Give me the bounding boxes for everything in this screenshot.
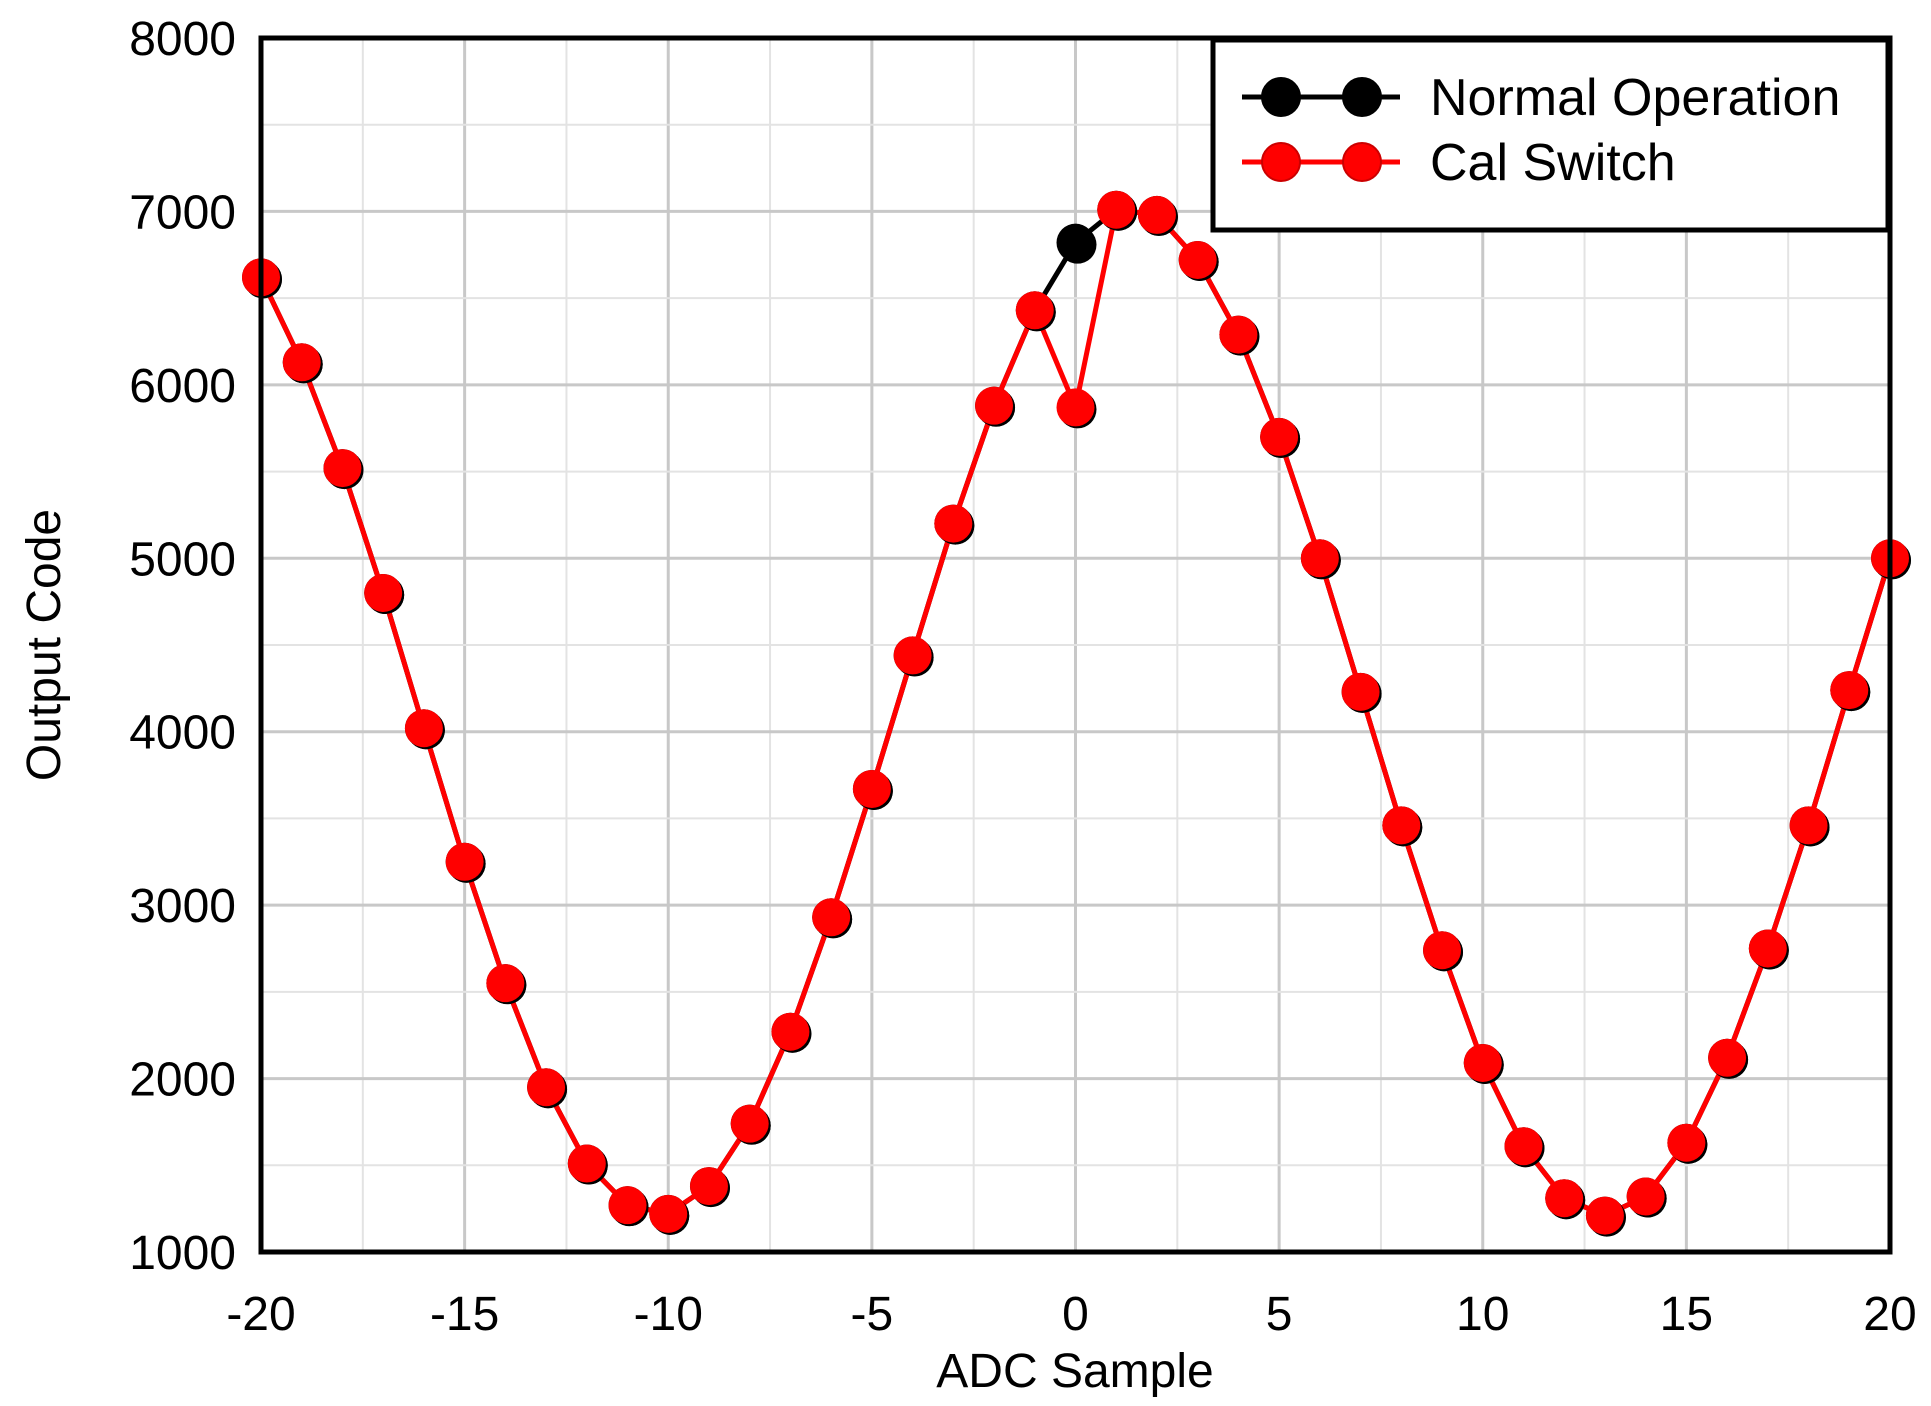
data-point-cal-switch (1504, 1127, 1543, 1166)
data-point-cal-switch (689, 1167, 728, 1206)
y-tick-label: 2000 (129, 1054, 236, 1107)
data-point-cal-switch (404, 709, 443, 748)
data-point-cal-switch (1545, 1179, 1584, 1218)
data-point-cal-switch (1789, 806, 1828, 845)
data-point-cal-switch (893, 636, 932, 675)
data-point-cal-switch (1382, 806, 1421, 845)
data-point-normal-operation (1056, 223, 1095, 262)
y-tick-label: 6000 (129, 360, 236, 413)
legend-marker-normal-operation (1342, 77, 1382, 117)
legend: Normal Operation Cal Switch (1210, 37, 1891, 233)
y-tick-label: 5000 (129, 533, 236, 586)
legend-label-normal-operation: Normal Operation (1430, 69, 1840, 127)
data-point-cal-switch (1219, 315, 1258, 354)
y-tick-label: 3000 (129, 880, 236, 933)
x-tick-label: 0 (1062, 1288, 1089, 1341)
x-tick-label: 15 (1660, 1288, 1713, 1341)
data-point-cal-switch (1423, 931, 1462, 970)
data-point-cal-switch (1178, 240, 1217, 279)
data-point-cal-switch (1056, 388, 1095, 427)
data-point-cal-switch (771, 1012, 810, 1051)
data-point-cal-switch (608, 1186, 647, 1225)
data-point-cal-switch (1748, 929, 1787, 968)
data-point-cal-switch (852, 769, 891, 808)
x-tick-labels: -20 -15 -10 -5 0 5 10 15 20 (226, 1288, 1916, 1341)
data-point-cal-switch (812, 898, 851, 937)
y-tick-label: 4000 (129, 707, 236, 760)
data-point-cal-switch (1260, 417, 1299, 456)
data-point-cal-switch (1463, 1043, 1502, 1082)
data-point-cal-switch (567, 1144, 606, 1183)
y-axis-label: Output Code (18, 509, 71, 781)
y-tick-labels: 1000 2000 3000 4000 5000 6000 7000 8000 (129, 13, 236, 1280)
plot-frame (258, 35, 1893, 1255)
x-tick-label: -20 (226, 1288, 295, 1341)
data-point-cal-switch (1585, 1196, 1624, 1235)
data-point-cal-switch (1708, 1038, 1747, 1077)
x-tick-label: 10 (1456, 1288, 1509, 1341)
data-point-cal-switch (1830, 671, 1869, 710)
legend-box (1210, 37, 1891, 233)
data-point-cal-switch (364, 573, 403, 612)
y-tick-label: 1000 (129, 1227, 236, 1280)
series-layer (242, 190, 1911, 1237)
data-point-cal-switch (1341, 672, 1380, 711)
data-point-cal-switch (527, 1068, 566, 1107)
data-point-cal-switch (649, 1194, 688, 1233)
data-point-cal-switch (1015, 291, 1054, 330)
data-point-cal-switch (282, 343, 321, 382)
data-point-cal-switch (445, 842, 484, 881)
data-point-cal-switch (1626, 1177, 1665, 1216)
data-point-cal-switch (1667, 1123, 1706, 1162)
data-point-cal-switch (975, 386, 1014, 425)
data-point-cal-switch (486, 964, 525, 1003)
x-tick-label: -15 (430, 1288, 499, 1341)
x-axis-label: ADC Sample (936, 1345, 1213, 1398)
x-tick-label: 5 (1266, 1288, 1293, 1341)
data-point-cal-switch (1300, 539, 1339, 578)
legend-marker-normal-operation (1261, 77, 1301, 117)
x-tick-label: -5 (851, 1288, 894, 1341)
data-point-cal-switch (730, 1104, 769, 1143)
x-tick-label: -10 (634, 1288, 703, 1341)
y-tick-label: 8000 (129, 13, 236, 66)
legend-label-cal-switch: Cal Switch (1430, 134, 1676, 192)
data-point-cal-switch (934, 504, 973, 543)
data-point-cal-switch (323, 449, 362, 488)
data-point-cal-switch (1137, 195, 1176, 234)
x-tick-label: 20 (1863, 1288, 1916, 1341)
y-tick-label: 7000 (129, 186, 236, 239)
legend-marker-cal-switch (1261, 142, 1301, 182)
data-point-cal-switch (1097, 190, 1136, 229)
legend-marker-cal-switch (1342, 142, 1382, 182)
